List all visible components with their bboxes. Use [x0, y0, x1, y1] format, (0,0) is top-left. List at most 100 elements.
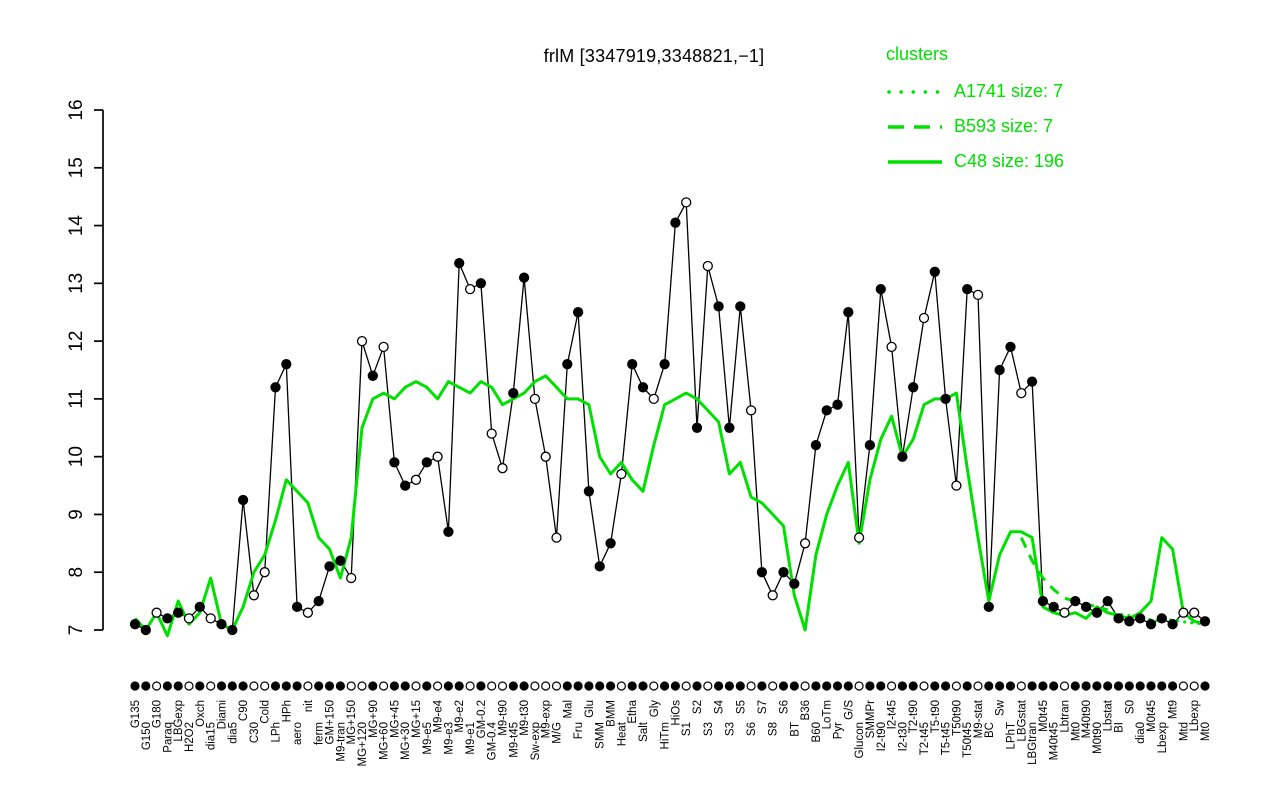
x-tick-label: Lbexp — [1157, 722, 1169, 753]
x-tick-label: MG+15 — [411, 700, 423, 738]
x-axis-symbol — [368, 681, 378, 691]
x-tick-label: ferm — [314, 722, 326, 745]
data-point-marker — [173, 607, 184, 618]
data-point-marker — [400, 480, 411, 491]
x-tick-label: HiOs — [670, 700, 682, 726]
x-tick-label: S2 — [692, 700, 704, 714]
x-axis-symbol — [1124, 681, 1134, 691]
data-point-marker — [962, 283, 973, 295]
x-tick-label: LPh — [271, 722, 283, 742]
x-tick-label: T50t45 — [962, 722, 974, 758]
x-axis-symbol — [508, 681, 518, 691]
data-point-marker — [659, 359, 670, 370]
x-tick-label: M9-exp — [541, 700, 553, 738]
data-point-marker — [1091, 607, 1103, 618]
x-axis-symbol — [638, 681, 648, 691]
data-point-marker — [464, 283, 476, 295]
x-tick-label: H2O2 — [184, 722, 196, 752]
x-axis-symbol — [1059, 681, 1070, 691]
data-point-marker — [940, 393, 951, 405]
data-point-marker — [1016, 387, 1027, 399]
x-tick-label: M9-t30 — [519, 700, 531, 736]
x-tick-label: S5 — [735, 700, 747, 714]
x-axis-symbol — [865, 681, 875, 691]
data-point-marker — [799, 538, 811, 549]
data-point-marker — [237, 494, 249, 506]
x-tick-label: I2-t45 — [887, 700, 899, 729]
x-tick-label: T2-t90 — [908, 700, 920, 733]
x-tick-label: S8 — [768, 722, 780, 736]
x-tick-label: S7 — [757, 700, 769, 714]
x-axis-symbol — [800, 681, 810, 691]
x-axis-symbol — [962, 681, 972, 691]
x-tick-label: BI — [1114, 722, 1126, 733]
data-point-marker — [248, 590, 260, 601]
data-point-marker — [1026, 376, 1038, 387]
y-tick-label: 16 — [66, 99, 87, 120]
x-tick-label: Salt — [638, 721, 650, 742]
x-axis-symbol — [1200, 681, 1210, 691]
data-point-marker — [572, 307, 584, 318]
x-axis-symbol — [443, 681, 453, 691]
x-axis-symbol — [195, 681, 205, 691]
x-tick-label: Mal — [562, 700, 574, 719]
x-tick-label: S4 — [714, 699, 726, 714]
x-tick-label: Glucon — [854, 722, 866, 758]
series-line-frlM-profile — [134, 201, 1206, 631]
x-axis-symbol — [292, 681, 302, 691]
x-axis-symbol — [832, 681, 843, 691]
series-line-C48 — [133, 374, 1206, 638]
data-point-marker — [1199, 616, 1211, 627]
x-tick-label: Heat — [616, 721, 628, 746]
data-point-marker — [1124, 616, 1135, 627]
x-axis-symbol — [389, 681, 399, 691]
x-tick-label: Cold — [260, 700, 272, 724]
chart-title: frlM [3347919,3348821,−1] — [543, 46, 765, 66]
x-tick-label: M9-stat — [973, 699, 985, 738]
data-point-marker — [313, 595, 324, 607]
data-point-marker — [908, 382, 919, 393]
x-axis-symbol — [692, 681, 702, 691]
x-axis-symbol — [940, 681, 951, 691]
legend-heading: clusters — [886, 44, 949, 64]
x-tick-label: LPhT — [1006, 722, 1018, 750]
x-axis-symbol — [270, 681, 281, 691]
data-point-marker — [551, 532, 562, 543]
y-tick-label: 11 — [66, 389, 87, 409]
cluster-legend: clusters A1741 size: 7 B593 size: 7 C48 … — [886, 44, 1064, 186]
x-axis-symbol — [843, 681, 853, 691]
data-point-marker — [562, 359, 573, 370]
x-tick-label: M0t45 — [1146, 700, 1158, 732]
y-tick-label: 10 — [66, 446, 87, 467]
x-tick-label: MG+45 — [389, 700, 401, 738]
x-tick-label: LoTm — [822, 700, 834, 729]
data-point-marker — [1156, 613, 1167, 624]
x-tick-label: M9-t45 — [508, 722, 520, 758]
y-tick-label: 13 — [66, 273, 87, 294]
series-line-A1741 — [1106, 611, 1207, 626]
x-tick-label: Oxch — [195, 700, 207, 727]
data-point-marker — [475, 278, 487, 289]
x-tick-label: M40t45 — [1049, 722, 1061, 760]
x-tick-label: Diami — [217, 700, 229, 729]
data-point-marker — [486, 428, 497, 439]
x-axis-symbol — [681, 681, 691, 691]
x-axis-symbol — [573, 681, 583, 691]
data-point-marker — [216, 619, 227, 630]
x-axis-symbol — [768, 681, 778, 691]
legend-item-label: A1741 size: 7 — [954, 81, 1064, 101]
x-axis-symbol — [1016, 681, 1026, 691]
x-tick-label: dia15 — [206, 722, 218, 750]
x-tick-label: M9-e5 — [422, 722, 434, 755]
data-point-marker — [1048, 601, 1059, 613]
x-tick-label: S6 — [746, 722, 758, 736]
x-tick-label: Lbtran — [1060, 700, 1072, 733]
x-axis-symbol — [627, 681, 637, 691]
x-axis-symbol — [713, 681, 724, 691]
x-axis-symbol — [551, 681, 562, 691]
x-tick-label: Sw-exp — [530, 722, 542, 760]
x-axis-symbol — [886, 681, 897, 691]
x-tick-label: MG+60 — [379, 722, 391, 760]
x-tick-label: M9-e1 — [465, 722, 477, 755]
x-tick-label: T50t90 — [951, 700, 963, 736]
